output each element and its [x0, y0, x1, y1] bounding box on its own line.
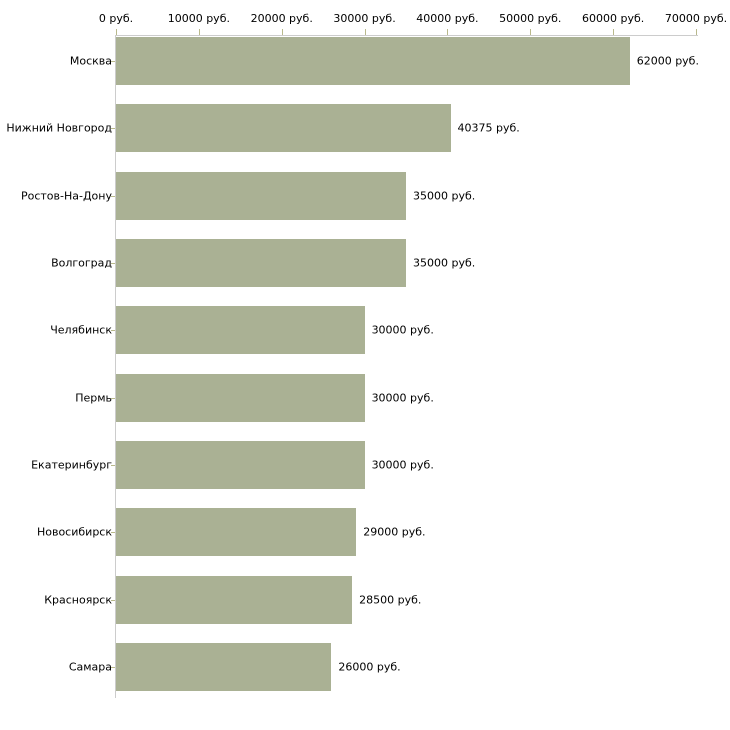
category-tick-mark — [111, 532, 115, 534]
value-label: 30000 руб. — [371, 458, 434, 472]
category-label: Ростов-На-Дону — [20, 189, 112, 203]
bar-3 — [116, 171, 406, 220]
x-axis-tick-mark — [281, 29, 283, 35]
x-axis-tick-label: 70000 руб. — [664, 12, 728, 25]
x-axis-tick-mark — [447, 29, 449, 35]
category-tick-mark — [111, 61, 115, 62]
value-label: 29000 руб. — [363, 525, 426, 539]
bar-2 — [116, 104, 451, 153]
bar-6 — [116, 373, 365, 422]
value-label: 26000 руб. — [338, 660, 401, 674]
category-label: Волгоград — [51, 256, 112, 270]
bar-1 — [116, 37, 630, 85]
x-axis-tick-label: 60000 руб. — [582, 12, 645, 25]
category-tick-mark — [111, 464, 115, 466]
x-axis-tick-label: 0 руб. — [98, 12, 134, 25]
x-axis-tick-label: 40000 руб. — [416, 12, 479, 25]
category-tick-mark — [111, 262, 115, 264]
category-tick-mark — [111, 666, 115, 668]
category-label: Москва — [69, 54, 112, 68]
bar-8 — [116, 508, 357, 557]
bar-7 — [116, 440, 365, 489]
x-axis-tick-mark — [116, 29, 117, 35]
value-label: 35000 руб. — [413, 189, 476, 203]
category-label: Нижний Новгород — [6, 121, 112, 135]
category-tick-mark — [111, 599, 115, 601]
value-label: 40375 руб. — [457, 121, 520, 135]
category-tick-mark — [111, 397, 115, 399]
category-label: Самара — [68, 660, 112, 674]
x-axis-tick-label: 20000 руб. — [250, 12, 313, 25]
x-axis-tick-mark — [198, 29, 200, 35]
x-axis-tick-label: 10000 руб. — [167, 12, 230, 25]
value-label: 28500 руб. — [359, 593, 422, 607]
y-axis-line — [115, 35, 116, 698]
category-label: Пермь — [75, 391, 112, 405]
bar-5 — [116, 306, 365, 355]
category-tick-mark — [111, 195, 115, 197]
category-label: Новосибирск — [36, 525, 112, 539]
value-label: 62000 руб. — [636, 54, 699, 68]
x-axis-tick-mark — [530, 29, 532, 35]
x-axis-tick-mark — [613, 29, 615, 35]
x-axis-tick-mark — [696, 29, 697, 35]
category-label: Челябинск — [50, 323, 112, 337]
bar-4 — [116, 238, 406, 287]
category-label: Красноярск — [44, 593, 112, 607]
category-label: Екатеринбург — [31, 458, 112, 472]
category-tick-mark — [111, 128, 115, 130]
x-axis-tick-mark — [364, 29, 366, 35]
category-tick-mark — [111, 330, 115, 332]
bar-9 — [116, 575, 353, 624]
x-axis-tick-label: 50000 руб. — [499, 12, 562, 25]
value-label: 30000 руб. — [371, 323, 434, 337]
value-label: 30000 руб. — [371, 391, 434, 405]
x-axis-line — [116, 35, 698, 36]
bar-10 — [116, 642, 332, 691]
value-label: 35000 руб. — [413, 256, 476, 270]
x-axis-tick-label: 30000 руб. — [333, 12, 396, 25]
